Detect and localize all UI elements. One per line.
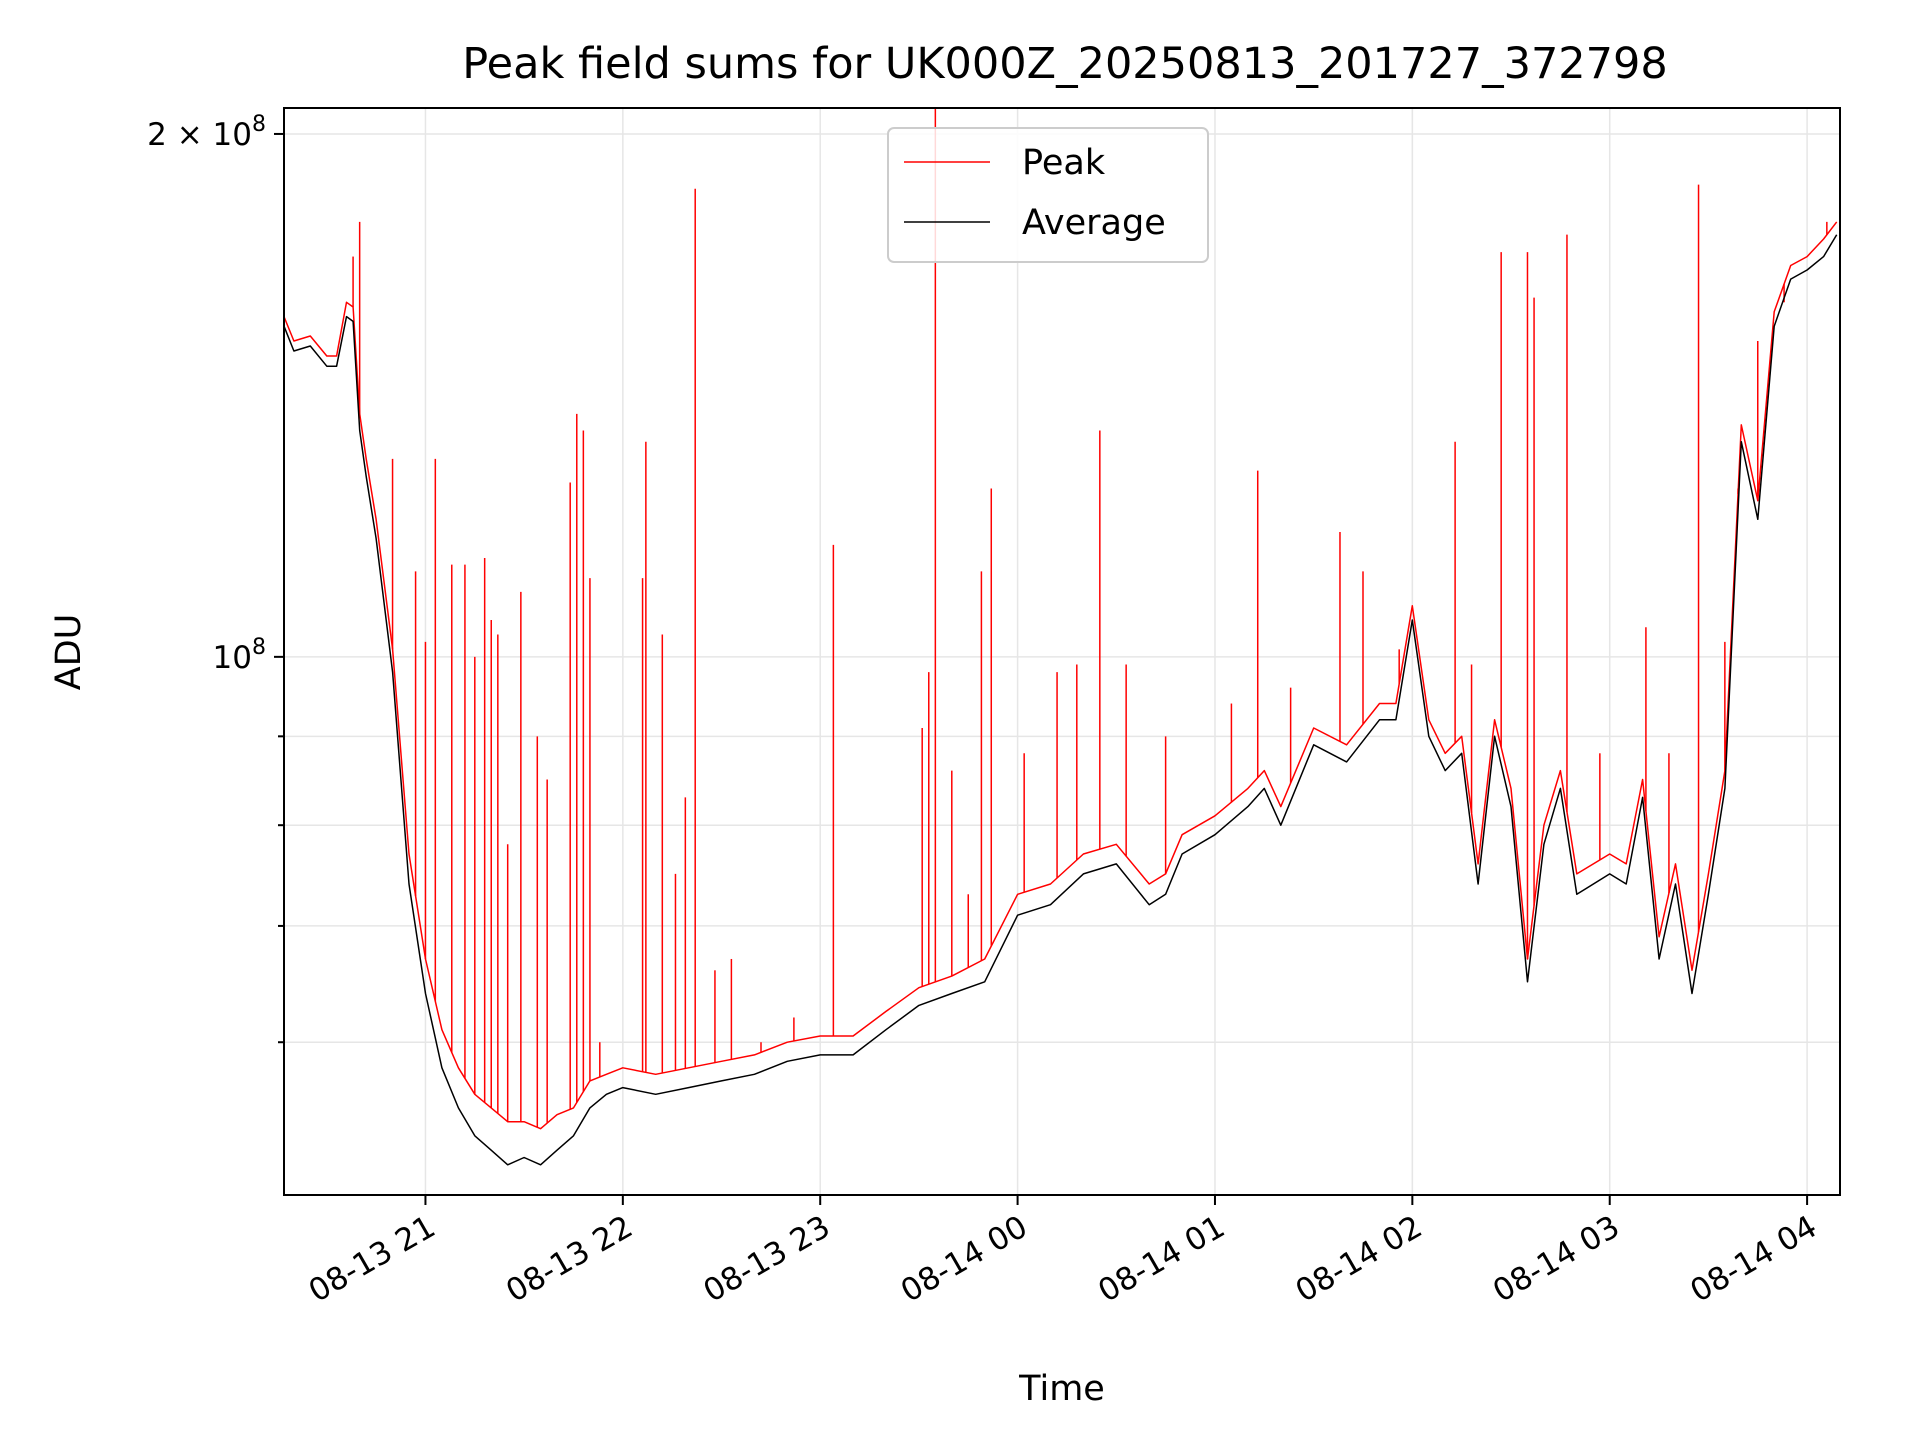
legend: Peak Average <box>887 127 1209 263</box>
y-tick-label: 108 <box>213 635 266 676</box>
y-axis-label: ADU <box>49 614 89 691</box>
series-line-average <box>283 234 1838 1166</box>
plot-area <box>283 108 1838 1166</box>
y-tick-label: 2 × 108 <box>147 112 266 153</box>
axes-frame <box>283 107 1841 1196</box>
series-line-peak <box>283 221 1838 1130</box>
x-axis-label: Time <box>1018 1369 1105 1409</box>
legend-label: Peak <box>1022 143 1106 183</box>
chart-title: Peak field sums for UK000Z_20250813_2017… <box>462 39 1668 89</box>
legend-label: Average <box>1022 203 1166 243</box>
y-axis: 108 2 × 108 <box>147 112 284 1044</box>
